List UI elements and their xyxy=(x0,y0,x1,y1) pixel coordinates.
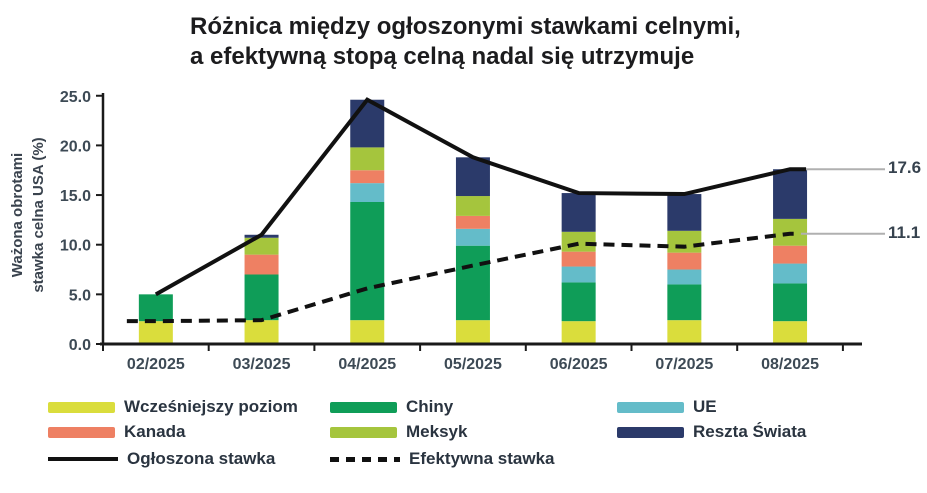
dashed-line-swatch xyxy=(330,456,400,462)
bar-segment xyxy=(455,196,490,216)
bar-segment xyxy=(138,321,173,344)
bar-segment xyxy=(667,269,702,285)
bar-segment xyxy=(667,194,702,231)
legend-item-rest-of-world: Reszta Świata xyxy=(617,422,806,442)
mexico-swatch xyxy=(330,426,397,438)
y-tick-label: 15.0 xyxy=(60,188,91,205)
y-tick-label: 10.0 xyxy=(60,238,91,255)
chart-title-line2: a efektywną stopą celną nadal się utrzym… xyxy=(190,43,695,70)
legend-label: Reszta Świata xyxy=(693,422,807,441)
bar-segment xyxy=(561,251,596,267)
legend-item-mexico: Meksyk xyxy=(330,422,467,442)
bar-segment xyxy=(350,147,385,171)
bar-segment xyxy=(773,245,808,264)
bar-segment xyxy=(667,230,702,253)
bar-segment xyxy=(244,274,279,321)
bar-segment xyxy=(561,266,596,283)
legend-label: Meksyk xyxy=(406,422,468,441)
canada-swatch xyxy=(48,426,115,438)
bar-segment xyxy=(350,320,385,344)
x-tick-label: 08/2025 xyxy=(761,356,819,373)
bar-segment xyxy=(561,321,596,344)
bar-segment xyxy=(667,320,702,344)
legend-label: Chiny xyxy=(406,397,454,416)
legend-label: Efektywna stawka xyxy=(409,449,555,468)
bar-segment xyxy=(455,320,490,344)
legend-label: UE xyxy=(693,397,717,416)
x-tick-label: 07/2025 xyxy=(655,356,713,373)
legend-label: Kanada xyxy=(124,422,186,441)
bar-segment xyxy=(667,252,702,270)
bar-segment xyxy=(350,170,385,184)
bar-segment xyxy=(350,202,385,321)
effective-rate-line xyxy=(126,231,801,324)
bar-segment xyxy=(773,321,808,344)
bar-segment xyxy=(773,283,808,322)
x-tick-label: 03/2025 xyxy=(233,356,291,373)
bar-segment xyxy=(773,169,808,219)
annotation-effective-rate: 11.1 xyxy=(888,222,921,242)
legend-item-china: Chiny xyxy=(330,397,453,417)
x-tick-label: 02/2025 xyxy=(127,356,185,373)
bar-segment xyxy=(773,263,808,284)
chart-title-line1: Różnica między ogłoszonymi stawkami celn… xyxy=(190,13,741,40)
y-tick-label: 5.0 xyxy=(69,287,91,304)
bar-segment xyxy=(455,245,490,321)
bar-segment xyxy=(455,215,490,229)
x-tick-label: 04/2025 xyxy=(338,356,396,373)
y-tick-label: 0.0 xyxy=(69,337,91,354)
bar-segment xyxy=(138,294,173,322)
rest-of-world-swatch xyxy=(617,426,684,438)
y-tick-label: 25.0 xyxy=(60,89,91,106)
legend-item-previous-level: Wcześniejszy poziom xyxy=(48,397,298,417)
legend-item-effective-rate: Efektywna stawka xyxy=(330,449,555,469)
x-tick-label: 06/2025 xyxy=(550,356,608,373)
legend-label: Wcześniejszy poziom xyxy=(124,397,298,416)
bar-segment xyxy=(455,228,490,246)
legend-item-canada: Kanada xyxy=(48,422,185,442)
bar-segment xyxy=(350,183,385,203)
bar-segment xyxy=(561,193,596,232)
solid-line-swatch xyxy=(48,457,118,461)
legend-item-announced-rate: Ogłoszona stawka xyxy=(48,449,275,469)
legend-item-eu: UE xyxy=(617,397,717,417)
legend-label: Ogłoszona stawka xyxy=(127,449,276,468)
bar-segment xyxy=(667,284,702,321)
bar-segment xyxy=(561,282,596,322)
bar-segment xyxy=(244,320,279,344)
eu-swatch xyxy=(617,401,684,413)
bar-segment xyxy=(455,157,490,197)
annotation-announced-rate: 17.6 xyxy=(888,158,922,178)
bar-segment xyxy=(561,231,596,252)
chart-title: Różnica między ogłoszonymi stawkami celn… xyxy=(190,12,810,72)
y-tick-label: 20.0 xyxy=(60,138,91,155)
bar-segment xyxy=(244,254,279,275)
china-swatch xyxy=(330,401,397,413)
previous-level-swatch xyxy=(48,401,115,413)
announced-rate-line xyxy=(154,97,807,297)
x-tick-label: 05/2025 xyxy=(444,356,502,373)
bar-segment xyxy=(244,237,279,255)
